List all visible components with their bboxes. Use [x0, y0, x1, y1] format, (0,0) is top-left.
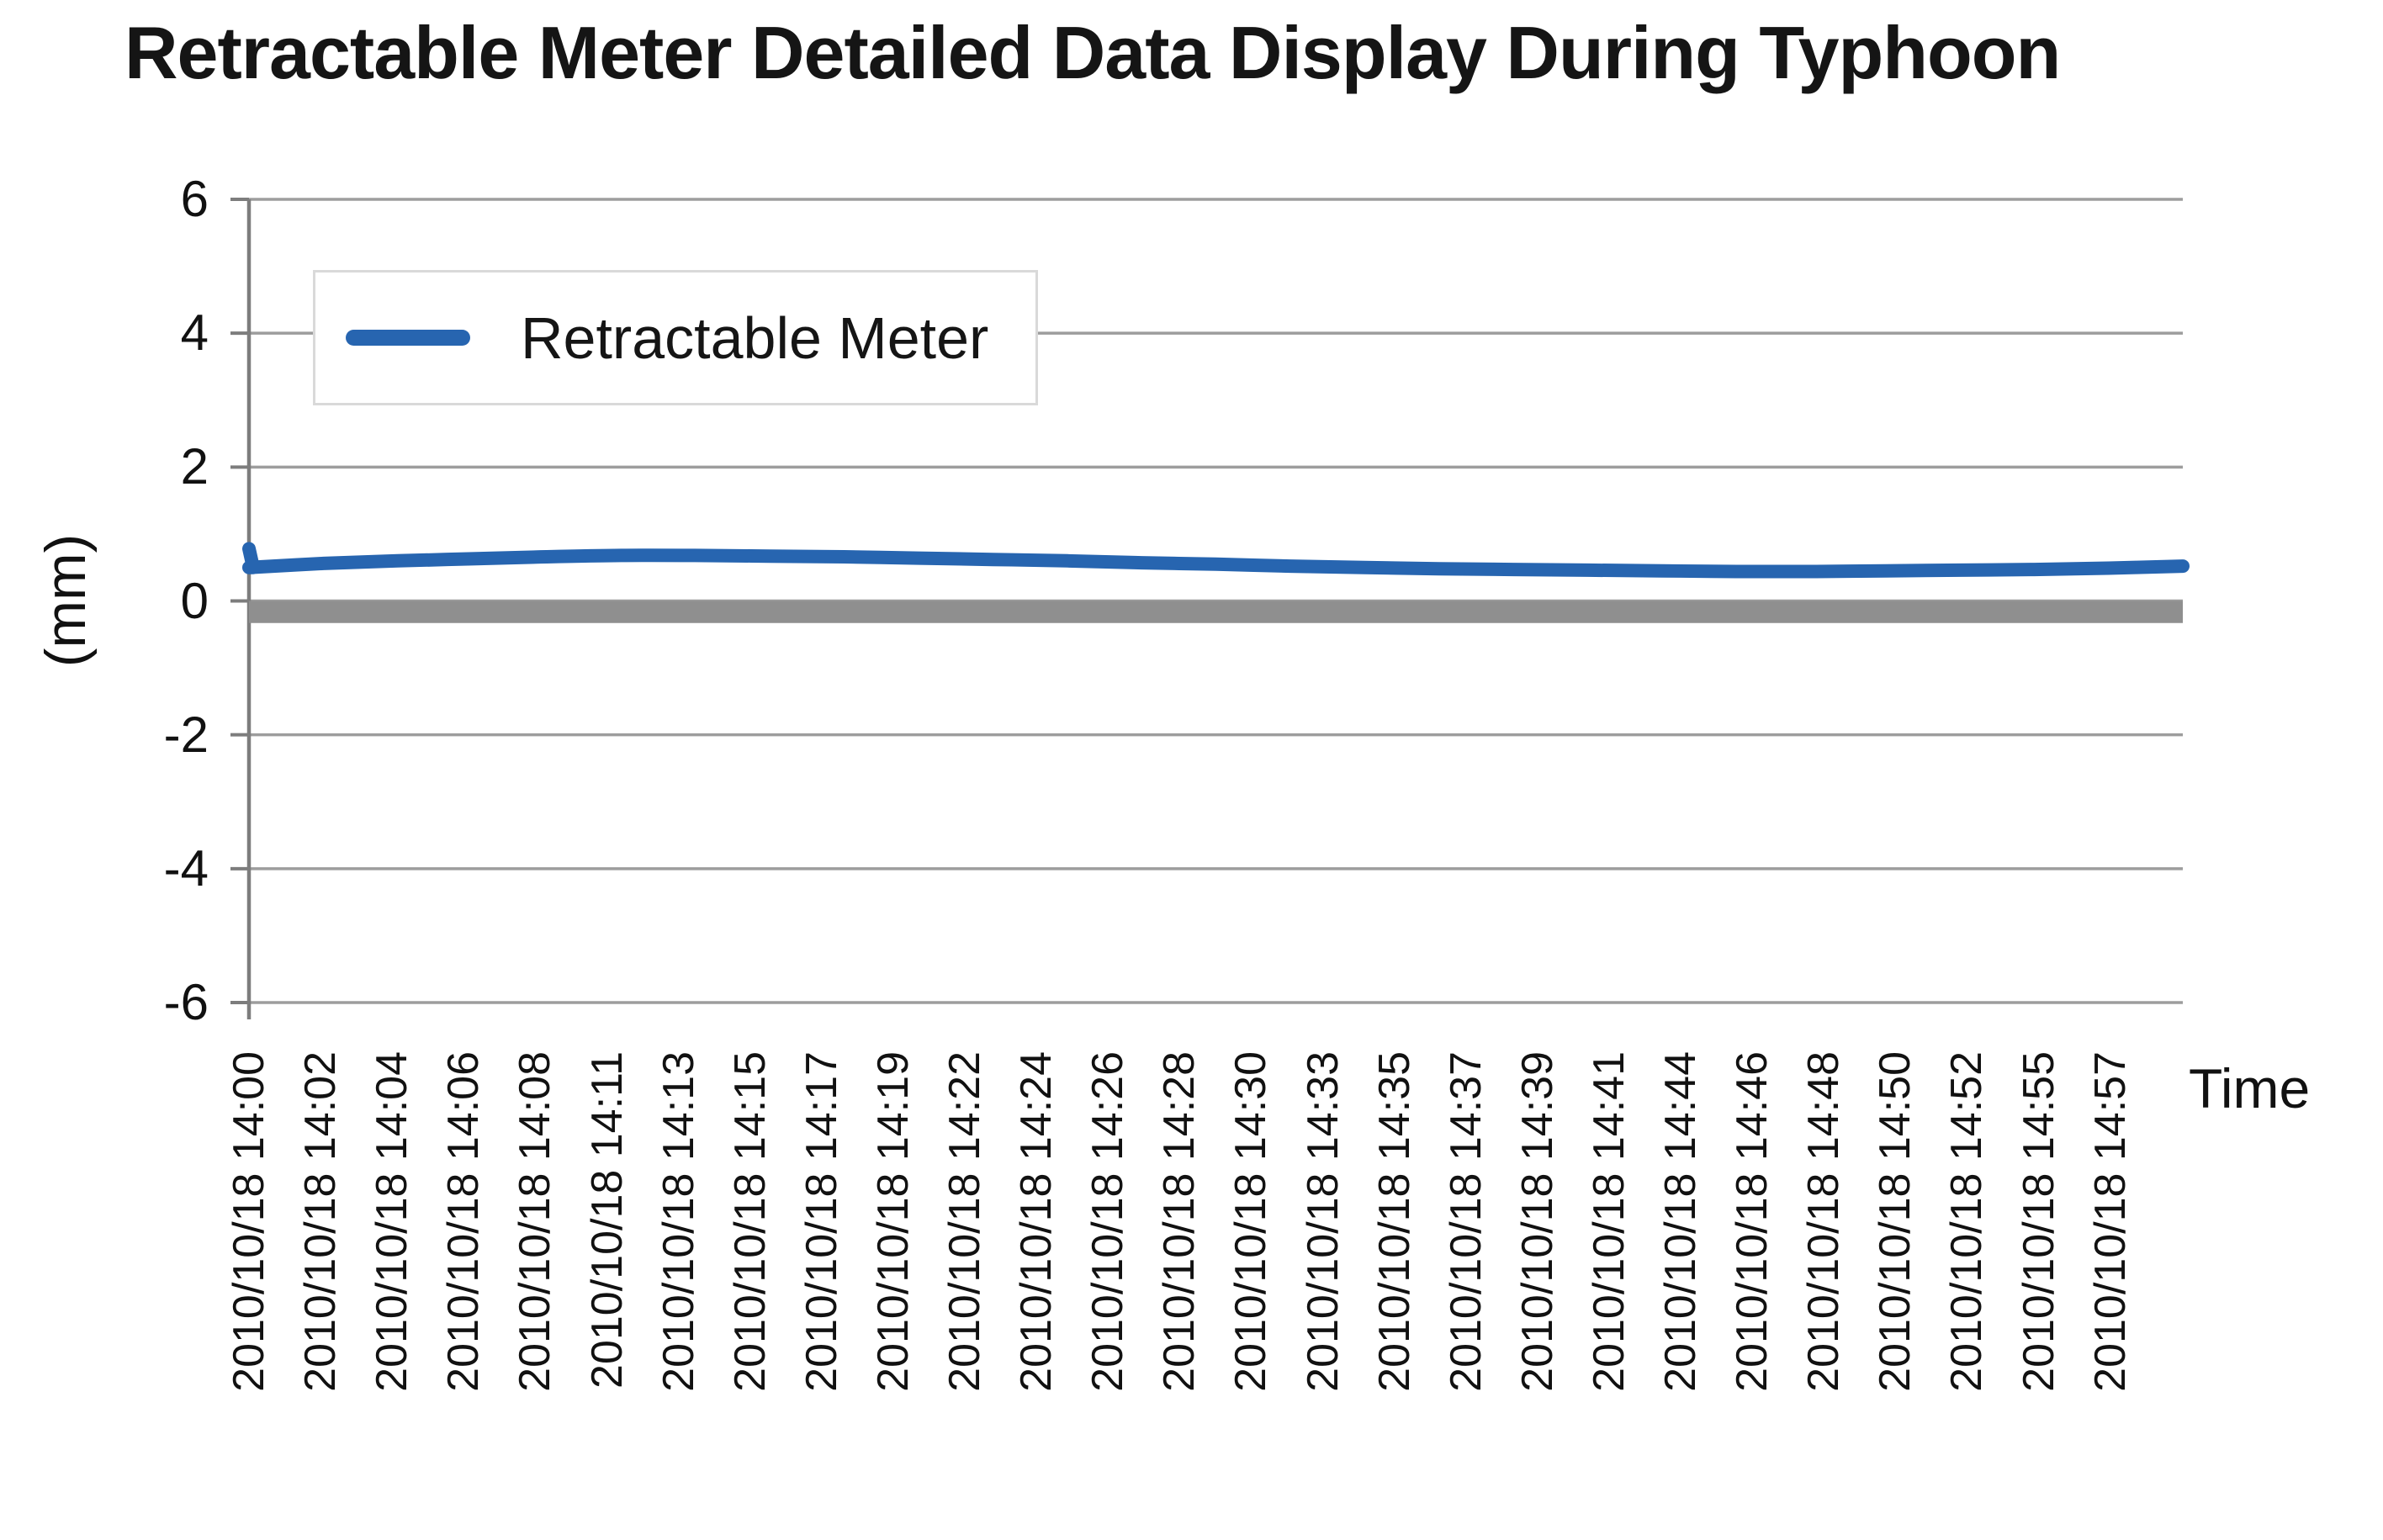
x-tick-label: 2010/10/18 14:50 — [1871, 1051, 1920, 1392]
x-tick-label: 2010/10/18 14:46 — [1728, 1051, 1777, 1392]
x-tick-label: 2010/10/18 14:24 — [1012, 1051, 1062, 1392]
y-tick-label: 6 — [180, 171, 209, 227]
legend-box: Retractable Meter — [313, 270, 1038, 405]
x-tick-label: 2010/10/18 14:35 — [1369, 1051, 1419, 1392]
zero-band — [249, 601, 2183, 623]
y-tick-label: 2 — [180, 438, 209, 495]
x-tick-label: 2010/10/18 14:15 — [725, 1051, 775, 1392]
x-tick-label: 2010/10/18 14:26 — [1083, 1051, 1133, 1392]
y-tick-label: 4 — [180, 304, 209, 362]
x-tick-label: 2010/10/18 14:06 — [439, 1051, 489, 1392]
x-tick-label: 2010/10/18 14:48 — [1799, 1051, 1849, 1392]
x-tick-label: 2010/10/18 14:04 — [368, 1051, 417, 1392]
x-tick-label: 2010/10/18 14:22 — [940, 1051, 989, 1392]
x-tick-label: 2010/10/18 14:44 — [1656, 1051, 1705, 1392]
x-tick-label: 2010/10/18 14:11 — [582, 1051, 632, 1389]
y-tick-label: -6 — [163, 974, 209, 1030]
x-tick-label: 2010/10/18 14:28 — [1155, 1051, 1205, 1392]
x-tick-label: 2010/10/18 14:41 — [1584, 1051, 1634, 1392]
y-tick-label: -2 — [163, 706, 209, 763]
x-tick-label: 2010/10/18 14:57 — [2085, 1051, 2135, 1392]
series-line-retractable-meter — [242, 542, 2190, 579]
x-tick-label: 2010/10/18 14:52 — [1942, 1051, 1992, 1392]
x-tick-label: 2010/10/18 14:39 — [1512, 1051, 1562, 1392]
x-tick-label: 2010/10/18 14:19 — [868, 1051, 918, 1392]
legend-line-swatch — [346, 330, 470, 346]
x-tick-label: 2010/10/18 14:00 — [225, 1051, 273, 1392]
legend-label: Retractable Meter — [521, 304, 989, 371]
x-tick-label: 2010/10/18 14:17 — [797, 1051, 846, 1392]
y-tick-label: -4 — [163, 839, 209, 897]
x-tick-label: 2010/10/18 14:02 — [296, 1051, 346, 1392]
x-tick-label: 2010/10/18 14:33 — [1298, 1051, 1348, 1392]
chart-title: Retractable Meter Detailed Data Display … — [124, 11, 2061, 94]
x-tick-label: 2010/10/18 14:30 — [1226, 1051, 1276, 1392]
y-tick-label: 0 — [180, 572, 209, 629]
x-tick-label: 2010/10/18 14:08 — [511, 1051, 560, 1392]
x-axis-title: Time — [2189, 1057, 2311, 1119]
x-tick-label: 2010/10/18 14:37 — [1441, 1051, 1491, 1392]
x-tick-label: 2010/10/18 14:13 — [654, 1051, 703, 1392]
x-tick-label: 2010/10/18 14:55 — [2014, 1051, 2063, 1392]
